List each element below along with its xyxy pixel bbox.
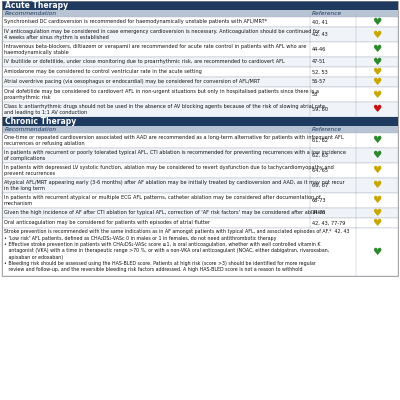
Text: ♥: ♥	[372, 180, 382, 190]
Text: ♥: ♥	[372, 90, 382, 100]
Text: ♥: ♥	[372, 166, 382, 176]
Text: ♥: ♥	[372, 150, 382, 160]
Text: In patients with recurrent or poorly tolerated typical AFL, CTI ablation is reco: In patients with recurrent or poorly tol…	[4, 150, 346, 161]
Bar	[2, 42, 398, 57]
Text: Synchronised DC cardioversion is recommended for haemodynamically unstable patie: Synchronised DC cardioversion is recomme…	[4, 20, 267, 24]
Bar	[2, 27, 398, 42]
Text: Oral dofetilide may be considered to cardiovert AFL in non-urgent situations but: Oral dofetilide may be considered to car…	[4, 89, 319, 100]
Text: Intravenous beta-blockers, diltiazem or verapamil are recommended for acute rate: Intravenous beta-blockers, diltiazem or …	[4, 44, 306, 55]
Text: 42, 43, 77-79: 42, 43, 77-79	[312, 220, 345, 226]
Text: ♥: ♥	[372, 218, 382, 228]
Text: ♥: ♥	[372, 77, 382, 87]
Bar	[2, 117, 398, 126]
Text: IV anticoagulation may be considered in case emergency cardioversion is necessar: IV anticoagulation may be considered in …	[4, 29, 320, 40]
Text: 47-51: 47-51	[312, 60, 326, 64]
Text: Atypical AFL/MRT appearing early (3-6 months) after AF ablation may be initially: Atypical AFL/MRT appearing early (3-6 mo…	[4, 180, 345, 191]
Text: 52, 53: 52, 53	[312, 70, 327, 74]
Text: 64, 65: 64, 65	[312, 168, 328, 173]
Text: Given the high incidence of AF after CTI ablation for typical AFL, correction of: Given the high incidence of AF after CTI…	[4, 210, 325, 216]
Bar	[2, 218, 398, 228]
Bar	[2, 57, 398, 67]
Text: 61, 62: 61, 62	[312, 138, 328, 143]
Bar	[2, 228, 398, 276]
Text: 58: 58	[312, 92, 318, 97]
Bar	[2, 148, 398, 163]
Text: IV ibutilide or dofetilide, under close monitoring due to proarrhythmic risk, ar: IV ibutilide or dofetilide, under close …	[4, 60, 285, 64]
Text: Class Ic antiarrhythmic drugs should not be used in the absence of AV blocking a: Class Ic antiarrhythmic drugs should not…	[4, 104, 327, 115]
Text: Acute Therapy: Acute Therapy	[5, 1, 68, 10]
Bar	[2, 67, 398, 77]
Text: Reference: Reference	[312, 11, 342, 16]
Bar	[2, 102, 398, 117]
Text: 44-46: 44-46	[312, 47, 326, 52]
Text: ♥: ♥	[372, 67, 382, 77]
Text: ♥: ♥	[372, 44, 382, 54]
Bar	[2, 133, 398, 148]
Text: 74-76: 74-76	[312, 210, 326, 216]
Bar	[2, 1, 398, 276]
Text: Chronic Therapy: Chronic Therapy	[5, 117, 76, 126]
Text: ♥: ♥	[372, 104, 382, 114]
Text: One-time or repeated cardioversion associated with AAD are recommended as a long: One-time or repeated cardioversion assoc…	[4, 135, 344, 146]
Bar	[2, 77, 398, 87]
Text: ♥: ♥	[372, 17, 382, 27]
Text: ♥: ♥	[372, 208, 382, 218]
Bar	[2, 163, 398, 178]
Bar	[2, 126, 398, 133]
Bar	[2, 1, 398, 10]
Text: 62, 63: 62, 63	[312, 153, 328, 158]
Bar	[2, 193, 398, 208]
Text: 68-73: 68-73	[312, 198, 326, 203]
Bar	[2, 178, 398, 193]
Text: Atrial overdrive pacing (via oesophagus or endocardial) may be considered for co: Atrial overdrive pacing (via oesophagus …	[4, 80, 260, 84]
Text: Recommendation: Recommendation	[5, 127, 57, 132]
Text: 56-57: 56-57	[312, 80, 326, 84]
Text: 66, 67: 66, 67	[312, 183, 328, 188]
Text: 40, 41: 40, 41	[312, 20, 328, 24]
Text: ♥: ♥	[372, 196, 382, 206]
Bar	[2, 208, 398, 218]
Bar	[2, 10, 398, 17]
Text: Stroke prevention is recommended with the same indications as in AF amongst pati: Stroke prevention is recommended with th…	[4, 230, 350, 272]
Text: ♥: ♥	[372, 247, 382, 257]
Text: ♥: ♥	[372, 57, 382, 67]
Text: Oral anticoagulation may be considered for patients with episodes of atrial flut: Oral anticoagulation may be considered f…	[4, 220, 210, 226]
Text: ♥: ♥	[372, 30, 382, 40]
Text: In patients with recurrent atypical or multiple ECG AFL patterns, catheter ablat: In patients with recurrent atypical or m…	[4, 195, 321, 206]
Text: 59, 60: 59, 60	[312, 107, 328, 112]
Text: Reference: Reference	[312, 127, 342, 132]
Bar	[2, 17, 398, 27]
Text: 42, 43: 42, 43	[312, 32, 327, 37]
Bar	[2, 87, 398, 102]
Text: In patients with depressed LV systolic function, ablation may be considered to r: In patients with depressed LV systolic f…	[4, 165, 334, 176]
Text: Amiodarone may be considered to control ventricular rate in the acute setting: Amiodarone may be considered to control …	[4, 70, 202, 74]
Text: ♥: ♥	[372, 136, 382, 146]
Text: Recommendation: Recommendation	[5, 11, 57, 16]
